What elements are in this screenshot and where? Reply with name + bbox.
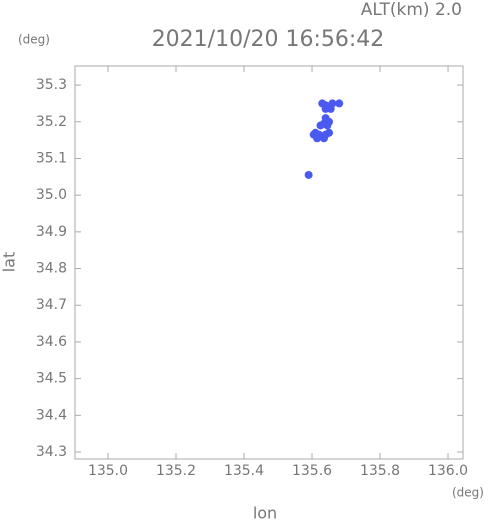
y-tick-label: 35.3: [36, 77, 67, 93]
x-tick-label: 135.6: [292, 463, 332, 479]
echo-point: [326, 104, 335, 113]
x-tick-label: 135.4: [224, 463, 264, 479]
x-tick-label: 135.2: [156, 463, 196, 479]
echo-point: [323, 121, 332, 130]
y-tick-label: 34.3: [36, 444, 67, 460]
x-axis-label: lon: [253, 504, 277, 521]
echo-point: [319, 134, 328, 143]
x-unit: (deg): [452, 486, 484, 500]
annotation: ALT(km) 2.0: [361, 0, 462, 20]
x-tick-label: 135.8: [360, 463, 400, 479]
y-tick-label: 35.2: [36, 114, 67, 130]
y-tick-label: 35.0: [36, 187, 67, 203]
x-tick-label: 135.0: [88, 463, 128, 479]
y-tick-label: 34.5: [36, 371, 67, 387]
x-tick-label: 136.0: [428, 463, 468, 479]
y-tick-label: 34.7: [36, 297, 67, 313]
y-tick-label: 34.4: [36, 407, 67, 423]
y-tick-label: 34.6: [36, 334, 67, 350]
echo-point: [325, 128, 334, 137]
echo-point: [316, 121, 325, 130]
y-unit: (deg): [18, 33, 50, 47]
echo-point: [304, 170, 313, 179]
y-tick-label: 35.1: [36, 150, 67, 166]
y-tick-label: 34.8: [36, 261, 67, 277]
echo-point: [309, 130, 318, 139]
chart-title: 2021/10/20 16:56:42: [152, 27, 385, 52]
plot-frame: [74, 65, 464, 460]
y-tick-label: 34.9: [36, 224, 67, 240]
echo-point: [335, 99, 344, 108]
y-axis-label: lat: [0, 252, 19, 273]
